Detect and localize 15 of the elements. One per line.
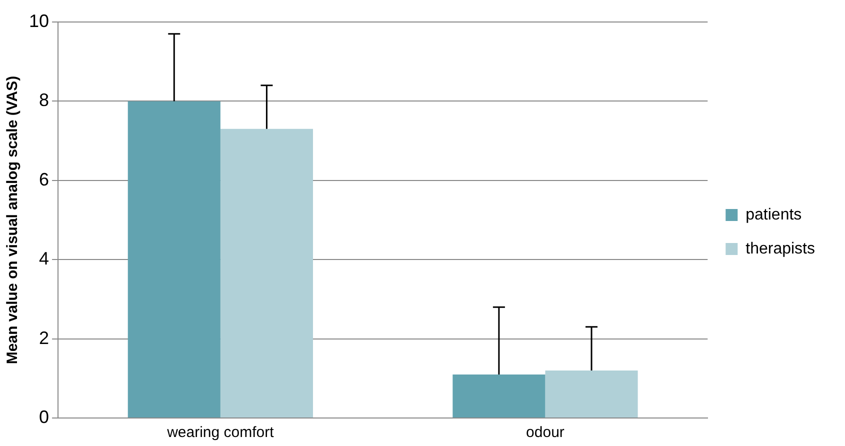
bar	[220, 128, 313, 418]
x-tick-label: wearing comfort	[166, 424, 275, 442]
y-tick-label: 2	[39, 328, 50, 348]
y-tick-label: 6	[39, 169, 50, 190]
bar	[452, 374, 546, 418]
legend-label: patients	[746, 206, 802, 224]
bar	[128, 101, 220, 418]
y-tick-label: 10	[28, 10, 50, 31]
bar	[545, 370, 638, 418]
legend-label: therapists	[746, 240, 816, 258]
y-tick-label: 8	[39, 90, 50, 110]
y-axis-title: Mean value on visual analog scale (VAS)	[4, 76, 22, 364]
y-tick-label: 0	[39, 406, 50, 427]
y-tick-label: 4	[39, 248, 50, 269]
x-tick-label: odour	[526, 424, 564, 442]
